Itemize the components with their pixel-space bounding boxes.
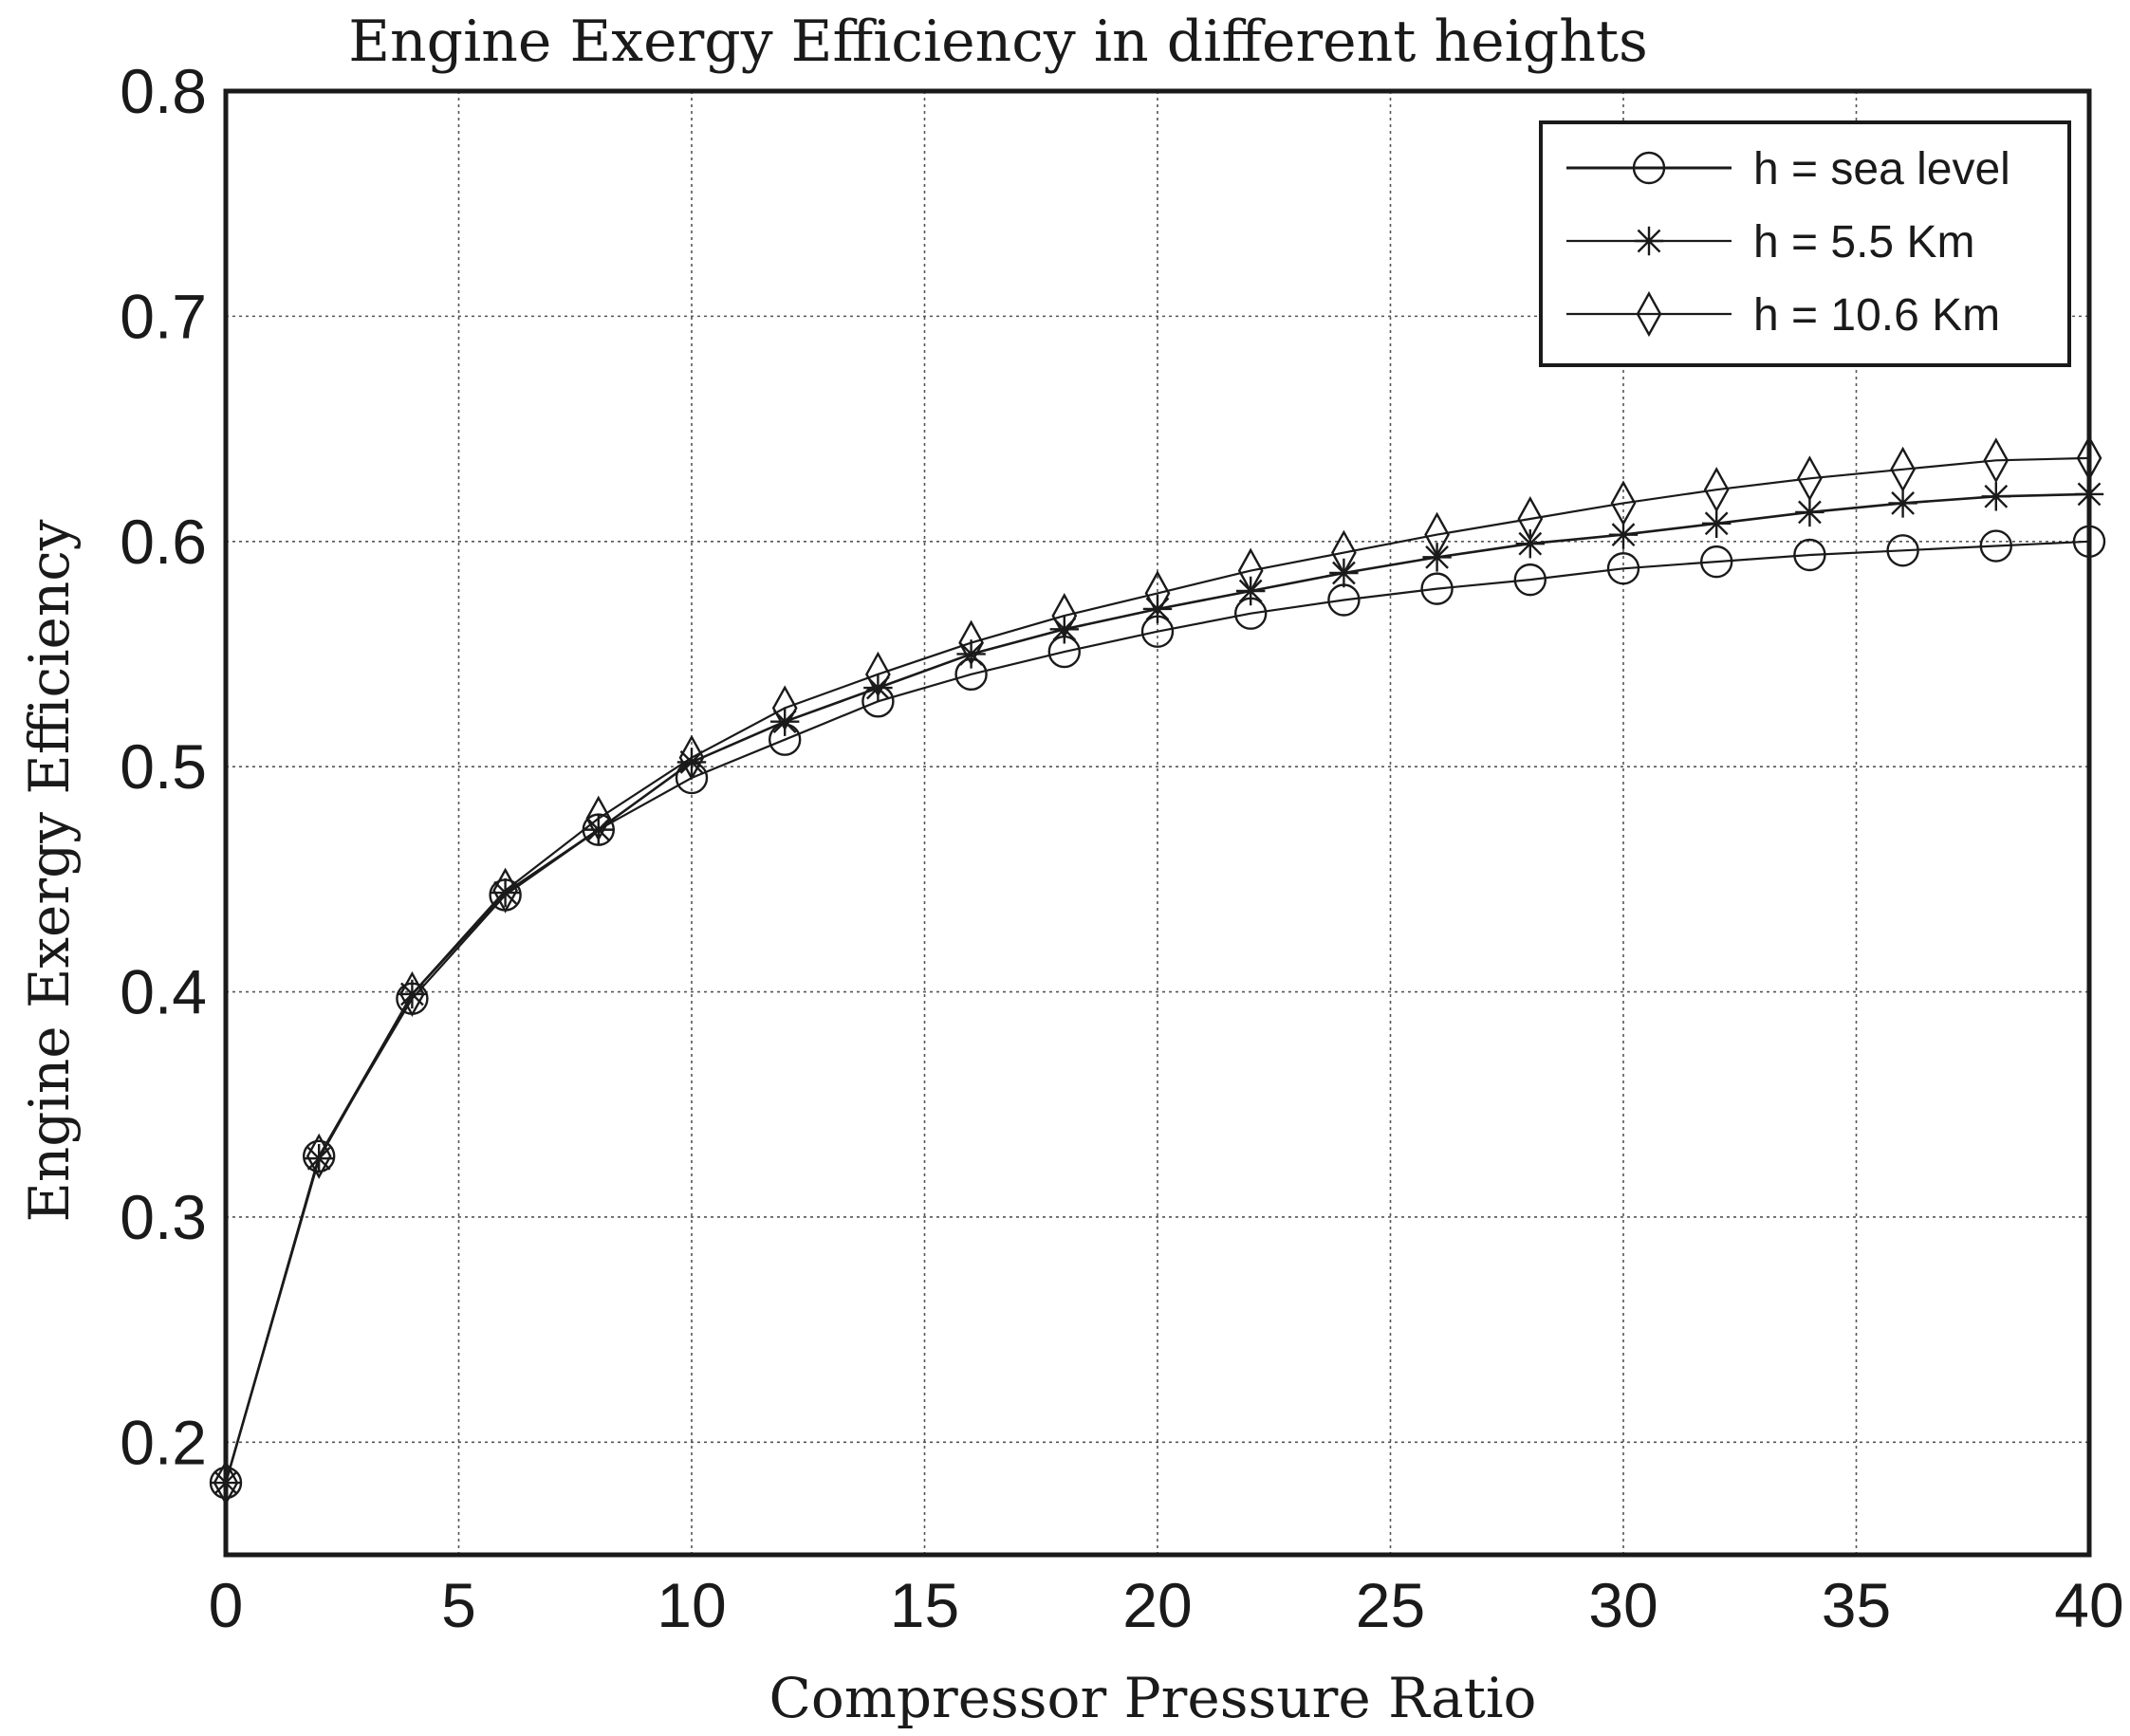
data-point-diamond [1703,467,1730,513]
x-tick-label: 15 [890,1570,959,1640]
plot-frame [223,88,2092,1558]
x-tick-label: 35 [1822,1570,1891,1640]
legend-box [1539,120,2071,367]
data-point-diamond [1051,593,1078,639]
data-point-diamond [1331,529,1357,576]
data-point-circle [1420,572,1454,605]
data-point-asterisk [583,815,613,844]
tick-labels: 0 5 10 15 20 25 30 35 40 0.2 0.3 0.4 0.5 0.6 0.7 0.8 [120,56,2123,1640]
data-point-asterisk [1515,528,1545,559]
data-point-asterisk [676,748,707,777]
data-point-diamond [1237,547,1264,594]
data-point-diamond [1610,480,1637,526]
data-point-circle [1979,529,2013,563]
legend-marker-diamond [1636,290,1662,338]
data-point-circle [1699,545,1733,579]
data-point-asterisk [1142,594,1173,624]
data-point-asterisk [956,639,986,669]
data-point-circle [1793,538,1826,572]
x-tick-label: 10 [657,1570,726,1640]
data-point-diamond [1890,446,1916,492]
data-point-asterisk [1702,508,1732,538]
series-diamond [213,434,2102,1506]
data-point-diamond [678,734,705,781]
x-tick-label: 40 [2054,1570,2123,1640]
data-point-asterisk [1981,482,2010,511]
data-point-asterisk [863,673,893,703]
data-point-circle [1513,563,1547,597]
data-point-diamond [865,651,891,697]
legend-marker-circle [1632,151,1666,185]
x-tick-label: 30 [1588,1570,1658,1640]
data-point-diamond [958,619,984,666]
data-point-diamond [306,1133,332,1179]
legend-label: h = sea level [1753,144,2010,194]
data-point-asterisk [1888,489,1917,518]
x-tick-label: 0 [209,1570,244,1640]
legend-label: h = 10.6 Km [1753,290,2000,341]
data-point-asterisk [491,877,520,908]
y-tick-label: 0.7 [120,281,207,351]
data-point-asterisk [1795,497,1824,527]
data-point-diamond [1424,511,1450,558]
data-point-diamond [1517,495,1544,543]
y-tick-label: 0.6 [120,507,207,577]
data-point-diamond [771,685,798,731]
data-point-circle [1886,534,1919,567]
x-tick-label: 5 [441,1570,476,1640]
data-point-diamond [1797,455,1823,502]
y-tick-label: 0.3 [120,1182,207,1252]
legend: h = sea level h = 5.5 Km h = 10.6 Km [1539,120,2071,367]
data-point-asterisk [1049,615,1079,644]
data-point-diamond [492,867,518,914]
grid [226,91,2089,1555]
series-line [224,456,2090,1484]
y-tick-label: 0.5 [120,731,207,802]
chart-title: Engine Exergy Efficiency in different he… [348,9,1648,75]
y-tick-label: 0.2 [120,1407,207,1477]
legend-marker-asterisk [1634,226,1664,256]
y-tick-label: 0.4 [120,957,207,1027]
x-axis-label: Compressor Pressure Ratio [769,1666,1537,1730]
data-point-diamond [1144,570,1171,617]
data-point-asterisk [770,707,800,736]
data-point-diamond [585,795,612,841]
data-point-asterisk [1608,520,1639,549]
legend-label: h = 5.5 Km [1753,217,1974,268]
x-tick-label: 25 [1356,1570,1425,1640]
series-line [224,540,2090,1484]
data-point-diamond [399,970,425,1017]
y-tick-label: 0.8 [120,56,207,126]
x-tick-label: 20 [1122,1570,1192,1640]
data-point-diamond [1983,437,2010,484]
series-circle [209,525,2106,1500]
data-point-circle [1606,552,1640,585]
y-axis-label: Engine Exergy Efficiency [17,519,82,1222]
series-group [209,434,2106,1506]
